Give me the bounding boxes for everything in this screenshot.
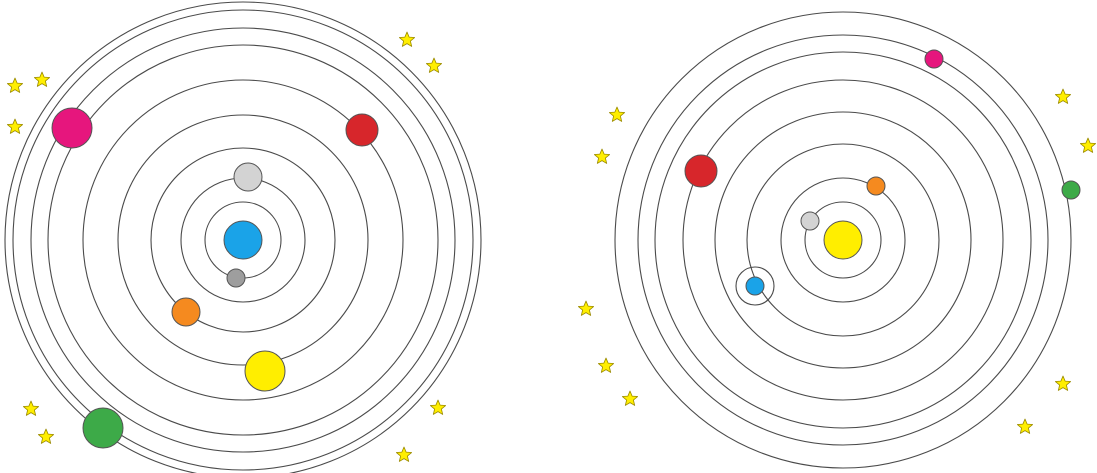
orbit-ring bbox=[150, 147, 336, 333]
orbit-rings bbox=[614, 11, 1072, 469]
saturn-planet bbox=[82, 407, 124, 449]
orbit-rings bbox=[4, 1, 482, 473]
orbit-ring bbox=[654, 51, 1032, 429]
sun-planet bbox=[244, 350, 286, 392]
star-icon bbox=[608, 106, 626, 122]
star-field bbox=[577, 88, 1097, 434]
orbit-ring bbox=[117, 114, 369, 366]
star-icon bbox=[1054, 375, 1072, 391]
star-icon bbox=[1054, 88, 1072, 104]
heliocentric-model-diagram bbox=[577, 11, 1097, 469]
moon-orbit bbox=[735, 266, 775, 306]
orbit-ring bbox=[637, 34, 1049, 446]
star-icon bbox=[398, 31, 416, 47]
orbit-ring bbox=[682, 79, 1004, 401]
star-icon bbox=[395, 446, 413, 462]
orbit-ring bbox=[780, 177, 906, 303]
sun-center-body bbox=[823, 220, 863, 260]
moon-planet bbox=[226, 268, 246, 288]
mercury-planet bbox=[800, 211, 820, 231]
earth-planet bbox=[745, 276, 765, 296]
star-icon bbox=[621, 390, 639, 406]
star-icon bbox=[22, 400, 40, 416]
star-icon bbox=[425, 57, 443, 73]
orbit-ring bbox=[12, 9, 474, 471]
mars-planet bbox=[684, 154, 718, 188]
geocentric-model-diagram bbox=[4, 1, 482, 473]
star-icon bbox=[597, 357, 615, 373]
orbit-ring bbox=[47, 44, 439, 436]
star-icon bbox=[429, 399, 447, 415]
orbit-ring bbox=[714, 111, 972, 369]
orbit-ring bbox=[4, 1, 482, 473]
mars-planet bbox=[345, 113, 379, 147]
star-icon bbox=[577, 300, 595, 316]
star-icon bbox=[6, 118, 24, 134]
saturn-planet bbox=[1061, 180, 1081, 200]
jupiter-planet bbox=[924, 49, 944, 69]
orbit-ring bbox=[804, 201, 882, 279]
venus-planet bbox=[171, 297, 201, 327]
star-icon bbox=[37, 428, 55, 444]
star-icon bbox=[1016, 418, 1034, 434]
venus-planet bbox=[866, 176, 886, 196]
star-icon bbox=[593, 148, 611, 164]
star-icon bbox=[1079, 137, 1097, 153]
orbit-ring bbox=[614, 11, 1072, 469]
mercury-planet bbox=[233, 162, 263, 192]
star-field bbox=[6, 31, 447, 462]
earth-center-body bbox=[223, 220, 263, 260]
star-icon bbox=[6, 77, 24, 93]
orbit-ring bbox=[30, 27, 456, 453]
star-icon bbox=[33, 71, 51, 87]
orbit-ring bbox=[82, 79, 404, 401]
jupiter-planet bbox=[51, 107, 93, 149]
orbit-ring bbox=[746, 143, 940, 337]
